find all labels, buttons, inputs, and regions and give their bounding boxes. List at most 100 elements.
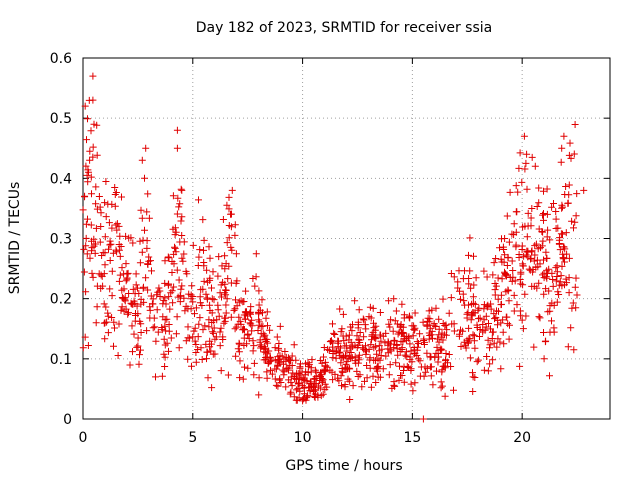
data-point (561, 245, 569, 253)
data-point (205, 323, 213, 331)
data-point (80, 268, 88, 276)
data-point (528, 282, 536, 290)
data-point (142, 144, 150, 152)
data-point (216, 342, 224, 350)
data-point (97, 271, 105, 279)
data-point (432, 323, 440, 330)
data-point (406, 340, 414, 348)
data-point (111, 184, 119, 191)
data-point (101, 319, 109, 327)
data-point (228, 246, 236, 254)
data-point (432, 304, 440, 312)
data-point (527, 214, 535, 222)
data-point (422, 368, 430, 376)
y-tick-label: 0.2 (50, 292, 72, 308)
data-point (331, 331, 339, 338)
data-point (370, 356, 378, 364)
data-point (424, 314, 432, 322)
data-point (301, 371, 309, 379)
x-tick-label: 10 (294, 430, 312, 446)
data-point (543, 210, 551, 218)
data-point (491, 315, 498, 323)
data-point (98, 252, 106, 259)
data-point (321, 386, 329, 394)
data-point (247, 303, 255, 311)
data-point (469, 331, 477, 339)
data-point (177, 285, 185, 293)
data-point (416, 357, 424, 365)
data-point (310, 375, 318, 383)
data-point (214, 272, 222, 280)
data-point (271, 344, 279, 352)
data-point (463, 336, 471, 344)
data-point (377, 352, 385, 359)
data-point (249, 337, 257, 345)
data-point (517, 312, 525, 320)
data-point (92, 240, 99, 248)
data-point (192, 304, 200, 312)
data-point (275, 344, 282, 352)
data-point (518, 316, 526, 324)
data-point (176, 298, 184, 306)
data-point (535, 313, 543, 321)
data-point (559, 203, 566, 211)
data-point (108, 224, 116, 232)
data-point (95, 193, 103, 200)
data-point (224, 275, 232, 283)
data-point (216, 328, 224, 336)
data-point (469, 388, 477, 395)
data-point (215, 253, 223, 261)
data-point (135, 360, 143, 368)
data-point (401, 351, 409, 359)
data-point (209, 329, 217, 337)
data-point (339, 332, 347, 340)
data-point (87, 173, 95, 181)
data-point (85, 168, 92, 176)
data-point (287, 388, 295, 396)
data-point (333, 347, 340, 355)
data-point (528, 205, 536, 212)
data-point (372, 335, 380, 343)
data-point (232, 296, 239, 304)
data-point (178, 213, 186, 221)
data-point (565, 274, 573, 282)
data-point (329, 376, 337, 384)
data-point (136, 259, 144, 267)
data-point (411, 379, 419, 387)
data-point (241, 363, 248, 371)
data-point (107, 240, 115, 248)
data-point (259, 330, 267, 338)
data-point (539, 228, 547, 236)
data-point (524, 209, 532, 217)
data-point (180, 294, 188, 302)
data-point (134, 342, 142, 350)
data-point (492, 314, 500, 322)
data-point (247, 320, 255, 328)
data-point (213, 316, 221, 324)
data-point (163, 339, 171, 347)
data-point (367, 383, 375, 391)
data-point (81, 193, 88, 201)
data-point (154, 328, 162, 336)
data-point (296, 363, 304, 371)
data-point (390, 295, 398, 303)
data-point (144, 286, 152, 294)
data-point (233, 277, 241, 285)
data-point (188, 282, 196, 290)
data-point (502, 313, 510, 321)
data-point (510, 291, 518, 299)
data-point (250, 342, 258, 350)
data-point (439, 295, 447, 303)
data-point (450, 273, 458, 281)
data-point (108, 292, 116, 300)
data-point (279, 366, 287, 374)
data-point (91, 249, 99, 257)
data-point (571, 121, 579, 128)
x-axis-label: GPS time / hours (285, 458, 402, 474)
data-point (113, 226, 121, 234)
data-point (171, 244, 179, 252)
data-point (134, 284, 141, 292)
data-point (514, 188, 522, 196)
data-point (459, 290, 467, 298)
data-point (304, 359, 312, 367)
